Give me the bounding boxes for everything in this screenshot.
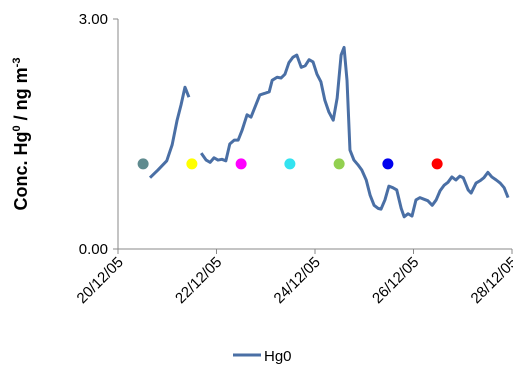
marker-dot [431,158,443,170]
marker-dot [382,158,394,170]
y-label-sup: 0 [11,125,23,131]
x-tick-label: 26/12/05 [369,254,422,307]
data-line [148,45,510,219]
y-axis-label: Conc. Hg0 / ng m-3 [11,58,31,211]
y-label-part: / ng m [11,67,31,125]
marker-dot [333,158,345,170]
x-tick-label: 28/12/05 [468,254,513,307]
x-tick-label: 22/12/05 [172,254,225,307]
y-tick-label: 3.00 [79,11,108,28]
legend-label: Hg0 [264,348,292,365]
y-label-sup: -3 [11,58,23,68]
x-tick-label: 24/12/05 [271,254,324,307]
marker-dot [137,158,149,170]
x-tick-label: 20/12/05 [74,254,127,307]
y-tick-label: 0.00 [79,241,108,258]
marker-dot [186,158,198,170]
y-label-part: Conc. Hg [11,131,31,210]
marker-dot [235,158,247,170]
marker-dot [284,158,296,170]
